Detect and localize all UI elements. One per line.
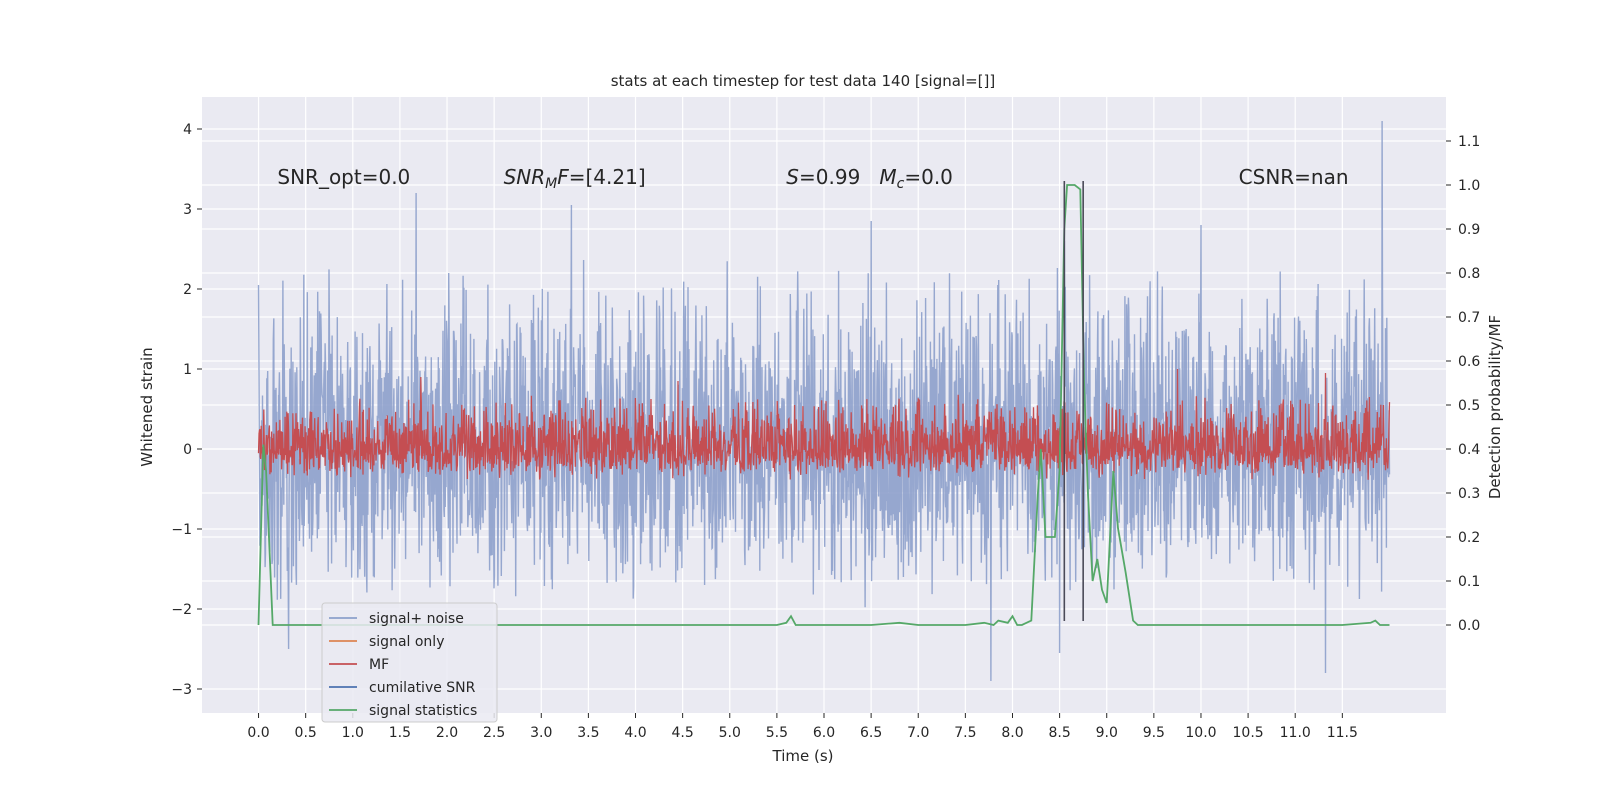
x-tick-label: 3.0 <box>530 725 552 741</box>
y-right-tick-label: 0.7 <box>1458 310 1480 326</box>
x-tick-label: 4.0 <box>624 725 646 741</box>
series-signal-statistics-line <box>257 184 1390 626</box>
legend-label: signal statistics <box>369 703 477 719</box>
y-right-axis-label: Detection probability/MF <box>1486 315 1504 499</box>
x-tick-label: 7.5 <box>954 725 976 741</box>
y-right-tick-label: 0.8 <box>1458 266 1480 282</box>
y-tick-label: 2 <box>183 282 192 298</box>
series-mf-line <box>257 368 1391 480</box>
y-tick-label: 1 <box>183 362 192 378</box>
series-signal-noise-line <box>257 120 1391 682</box>
x-tick-label: 11.5 <box>1327 725 1358 741</box>
legend-label: signal only <box>369 634 444 650</box>
y-right-tick-label: 0.3 <box>1458 486 1480 502</box>
x-tick-label: 9.0 <box>1096 725 1118 741</box>
x-tick-label: 1.5 <box>389 725 411 741</box>
y-right-tick-label: 0.6 <box>1458 354 1480 370</box>
x-tick-label: 8.0 <box>1001 725 1023 741</box>
annotation-text: SNR_opt=0.0 <box>277 165 410 189</box>
legend: signal+ noise signal only MF cumilative SNR… <box>321 602 498 723</box>
y-tick-label: −3 <box>171 682 192 698</box>
x-tick-label: 6.0 <box>813 725 835 741</box>
x-tick-label: 2.0 <box>436 725 458 741</box>
y-right-tick-label: 0.5 <box>1458 398 1480 414</box>
x-tick-label: 4.5 <box>672 725 694 741</box>
y-right-tick-label: 1.0 <box>1458 178 1480 194</box>
y-tick-label: −1 <box>171 522 192 538</box>
y-axis-label: Whitened strain <box>138 347 156 466</box>
y-tick-label: 4 <box>183 122 192 138</box>
x-tick-label: 10.5 <box>1233 725 1264 741</box>
x-tick-label: 5.5 <box>766 725 788 741</box>
vertical-markers <box>1063 181 1084 621</box>
y-tick-label: 0 <box>183 442 192 458</box>
y-tick-label: −2 <box>171 602 192 618</box>
annotation-text: CSNR=nan <box>1239 165 1349 189</box>
annotation-text: S=0.99 Mc=0.0 <box>786 165 953 192</box>
x-tick-label: 2.5 <box>483 725 505 741</box>
y-right-tick-label: 0.2 <box>1458 530 1480 546</box>
legend-label: cumilative SNR <box>369 680 476 696</box>
y-right-tick-label: 0.4 <box>1458 442 1480 458</box>
x-tick-label: 0.5 <box>295 725 317 741</box>
legend-label: MF <box>369 657 389 673</box>
y-right-tick-label: 1.1 <box>1458 134 1480 150</box>
annotation-text: SNRMF=[4.21] <box>504 165 646 192</box>
x-tick-label: 3.5 <box>577 725 599 741</box>
x-tick-label: 9.5 <box>1143 725 1165 741</box>
x-tick-label: 10.0 <box>1185 725 1216 741</box>
x-axis-ticks: 0.0 0.5 1.0 1.5 2.0 2.5 3.0 3.5 4.0 4.5 5.0 5.5 6.0 6… <box>247 713 1358 741</box>
x-tick-label: 6.5 <box>860 725 882 741</box>
x-axis-label: Time (s) <box>772 747 834 765</box>
y-right-axis-ticks: 0.0 0.1 0.2 0.3 0.4 0.5 0.6 0.7 0.8 0.9 1.0 1.1 <box>1446 134 1480 634</box>
y-tick-label: 3 <box>183 202 192 218</box>
legend-box <box>321 602 498 723</box>
y-right-tick-label: 0.1 <box>1458 574 1480 590</box>
x-tick-label: 8.5 <box>1048 725 1070 741</box>
y-right-tick-label: 0.9 <box>1458 222 1480 238</box>
chart-title: stats at each timestep for test data 140… <box>611 72 996 90</box>
x-tick-label: 11.0 <box>1280 725 1311 741</box>
x-tick-label: 0.0 <box>247 725 269 741</box>
legend-label: signal+ noise <box>369 611 464 627</box>
annotations: SNR_opt=0.0 SNRMF=[4.21] S=0.99 Mc=0.0 CSNR… <box>277 165 1348 192</box>
y-axis-ticks: −3 −2 −1 0 1 2 3 4 <box>171 122 202 698</box>
x-tick-label: 1.0 <box>342 725 364 741</box>
x-tick-label: 5.0 <box>719 725 741 741</box>
y-right-tick-label: 0.0 <box>1458 618 1480 634</box>
series-layer <box>257 120 1391 682</box>
x-tick-label: 7.0 <box>907 725 929 741</box>
